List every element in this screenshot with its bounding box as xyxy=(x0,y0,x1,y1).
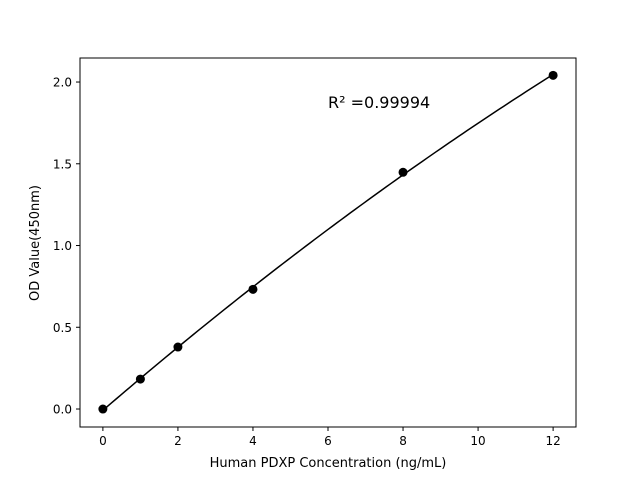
data-point xyxy=(248,284,258,294)
x-tick-label: 12 xyxy=(545,434,560,448)
y-tick-label: 0.0 xyxy=(53,403,72,417)
data-point xyxy=(98,404,108,414)
y-tick-label: 0.5 xyxy=(53,321,72,335)
x-tick-label: 10 xyxy=(470,434,485,448)
y-tick-label: 1.0 xyxy=(53,239,72,253)
data-point xyxy=(173,342,183,352)
x-axis-label: Human PDXP Concentration (ng/mL) xyxy=(210,456,447,471)
x-tick-label: 6 xyxy=(324,434,332,448)
x-tick-label: 8 xyxy=(399,434,407,448)
data-point xyxy=(548,70,558,80)
x-tick-label: 2 xyxy=(174,434,182,448)
x-tick-label: 4 xyxy=(249,434,257,448)
data-point xyxy=(398,167,408,177)
y-tick-label: 2.0 xyxy=(53,76,72,90)
data-point xyxy=(135,374,145,384)
annotation-r-squared: R² =0.99994 xyxy=(328,93,430,112)
y-axis-label: OD Value(450nm) xyxy=(28,185,43,301)
y-tick-label: 1.5 xyxy=(53,157,72,171)
x-tick-label: 0 xyxy=(99,434,107,448)
